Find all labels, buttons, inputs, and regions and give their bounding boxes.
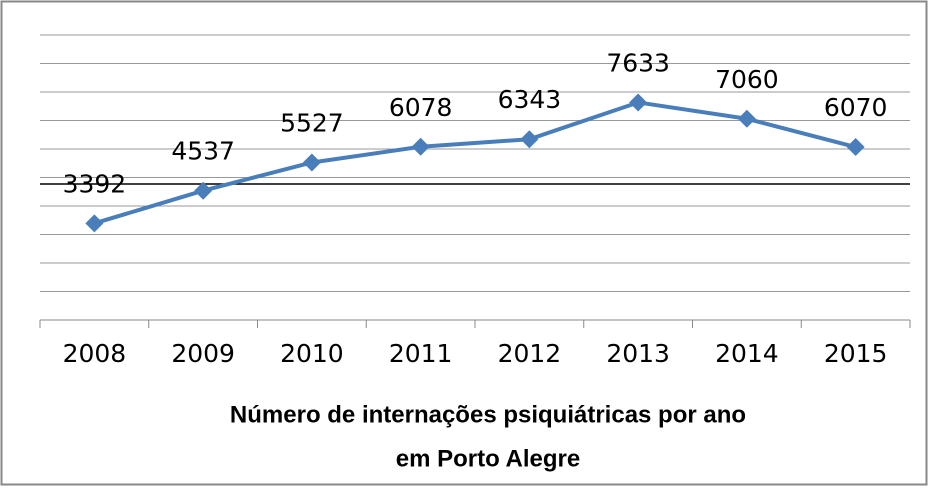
data-label: 4537 <box>171 137 235 166</box>
data-label: 7060 <box>715 65 779 94</box>
marker <box>85 214 104 233</box>
marker <box>411 137 430 156</box>
data-label: 5527 <box>280 108 344 137</box>
marker <box>737 109 756 128</box>
data-label: 6343 <box>498 85 562 114</box>
marker <box>520 130 539 149</box>
x-tick-label: 2012 <box>498 339 562 368</box>
x-tick-label: 2009 <box>171 339 235 368</box>
marker <box>629 93 648 112</box>
series-line <box>93 100 857 226</box>
x-tick-label: 2011 <box>389 339 453 368</box>
x-tick-label: 2013 <box>606 339 670 368</box>
data-label: 6078 <box>389 93 453 122</box>
x-tick-label: 2008 <box>63 339 127 368</box>
chart-title: Número de internações psiquiátricas por … <box>230 401 746 428</box>
marker <box>194 181 213 200</box>
data-label: 3392 <box>63 169 127 198</box>
x-tick-label: 2015 <box>824 339 888 368</box>
x-tick-label: 2014 <box>715 339 779 368</box>
marker <box>302 153 321 172</box>
chart-title: em Porto Alegre <box>396 445 581 472</box>
data-label: 6070 <box>824 93 888 122</box>
marker <box>846 138 865 157</box>
data-label: 7633 <box>606 48 670 77</box>
x-tick-label: 2010 <box>280 339 344 368</box>
